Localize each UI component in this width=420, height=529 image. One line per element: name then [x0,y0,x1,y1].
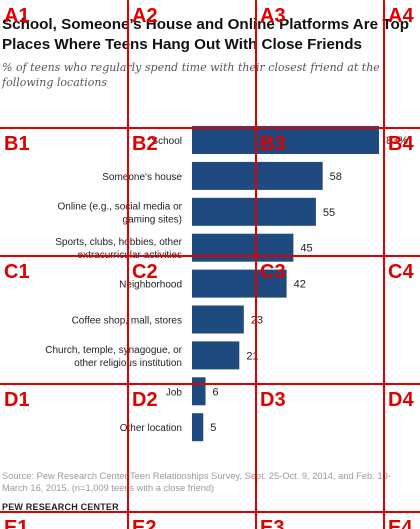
bar-6 [192,305,244,334]
chart-title: School, Someone’s House and Online Platf… [2,16,410,53]
value-label-1: 83% [386,135,408,147]
category-label-8: Job [166,387,183,398]
value-label-4: 45 [300,243,312,255]
category-label-7: Church, temple, synagogue, or other relig… [45,345,182,369]
category-label-3: Online (e.g., social media or gaming site… [57,201,182,225]
category-label-1: School [151,136,182,147]
value-label-2: 58 [330,171,342,183]
value-label-8: 6 [213,386,219,398]
category-label-6: Coffee shop, mall, stores [72,316,182,327]
bar-2 [192,161,323,190]
chart-subtitle: % of teens who regularly spend time with… [2,61,380,89]
bar-3 [192,197,316,226]
value-label-3: 55 [323,207,335,219]
bar-8 [192,377,206,406]
category-label-9: Other location [120,423,182,434]
value-label-5: 42 [294,279,306,291]
bar-4 [192,233,294,262]
value-label-6: 23 [251,315,263,327]
value-label-9: 5 [210,422,216,434]
value-label-7: 21 [246,350,258,362]
bar-9 [192,413,204,442]
category-label-4: Sports, clubs, hobbies, other extracurric… [55,237,182,261]
bar-7 [192,341,240,370]
bar-5 [192,269,287,298]
source-note: Source: Pew Research Center Teen Relatio… [2,471,391,493]
category-label-5: Neighborhood [119,280,182,291]
category-label-2: Someone's house [102,172,182,183]
org-credit: PEW RESEARCH CENTER [2,502,119,512]
bar-1 [192,126,379,154]
